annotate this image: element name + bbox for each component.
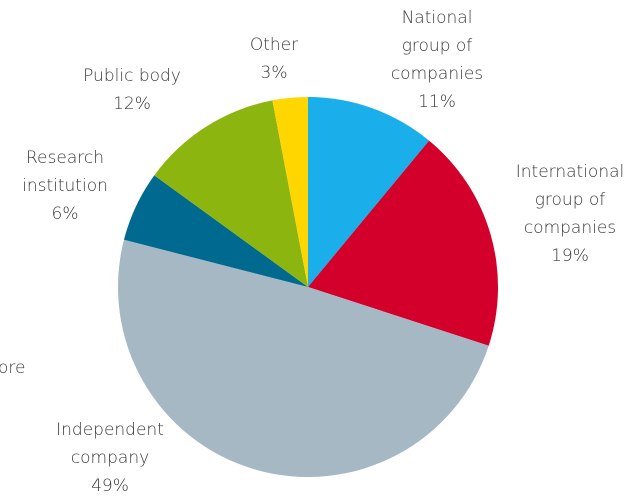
category-label: Other — [249, 35, 299, 55]
category-label: Research institution — [22, 148, 108, 196]
value-label: 49% — [91, 476, 129, 496]
value-label: 11% — [418, 92, 456, 112]
slice-label: International group of companies 19% — [508, 158, 633, 270]
pie-slice — [308, 140, 499, 346]
category-label: Independent company — [56, 420, 164, 468]
slice-label: National group of companies 11% — [385, 4, 490, 116]
value-label: 12% — [113, 94, 151, 114]
slice-label: Other 3% — [234, 31, 314, 87]
category-label: Public body — [83, 66, 181, 86]
pie-slice — [117, 239, 489, 478]
pie-slice — [154, 100, 308, 288]
pie-slice — [272, 97, 308, 287]
value-label: 6% — [51, 204, 79, 224]
pie-slice — [308, 97, 430, 287]
pie-slice — [123, 175, 308, 287]
category-label: National group of companies — [390, 8, 484, 84]
slice-label: Independent company 49% — [45, 416, 175, 500]
annotation: ore — [0, 358, 26, 378]
slice-label: Research institution 6% — [13, 144, 118, 228]
category-label: International group of companies — [515, 162, 625, 238]
value-label: 19% — [551, 246, 589, 266]
slice-label: Public body 12% — [67, 62, 197, 118]
value-label: 3% — [260, 63, 288, 83]
